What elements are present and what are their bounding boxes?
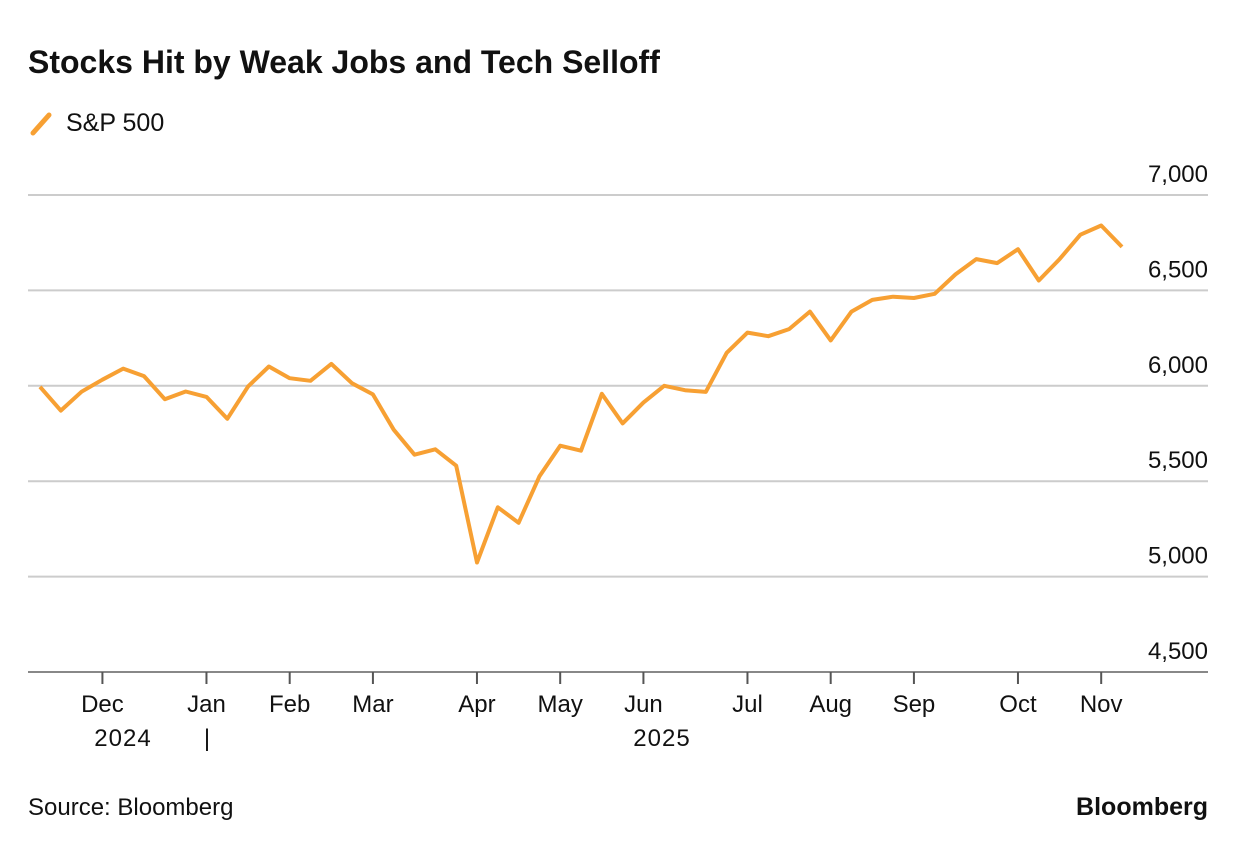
legend-swatch [30, 112, 52, 136]
y-tick-label: 4,500 [1148, 638, 1208, 665]
y-tick-label: 6,000 [1148, 352, 1208, 379]
x-tick-label: May [538, 691, 583, 718]
x-tick-label: Sep [893, 691, 936, 718]
y-tick-label: 7,000 [1148, 161, 1208, 188]
x-tick-label: Jul [732, 691, 763, 718]
year-label: 2024 [94, 725, 151, 752]
year-label: 2025 [633, 725, 690, 752]
x-tick-label: Mar [352, 691, 393, 718]
y-tick-label: 5,500 [1148, 447, 1208, 474]
chart-title: Stocks Hit by Weak Jobs and Tech Selloff [28, 44, 660, 80]
x-tick-label: Feb [269, 691, 310, 718]
x-tick-label: Jun [624, 691, 663, 718]
source: Source: Bloomberg [28, 794, 233, 821]
x-tick-label: Jan [187, 691, 226, 718]
legend-label: S&P 500 [66, 109, 164, 137]
y-tick-label: 6,500 [1148, 256, 1208, 283]
x-tick-label: Aug [809, 691, 852, 718]
year-separator: | [204, 725, 210, 752]
x-tick-label: Oct [999, 691, 1037, 718]
y-tick-label: 5,000 [1148, 543, 1208, 570]
brand: Bloomberg [1076, 793, 1208, 821]
x-tick-label: Nov [1080, 691, 1123, 718]
x-tick-label: Dec [81, 691, 124, 718]
line [38, 223, 1124, 565]
x-tick-label: Apr [458, 691, 495, 718]
